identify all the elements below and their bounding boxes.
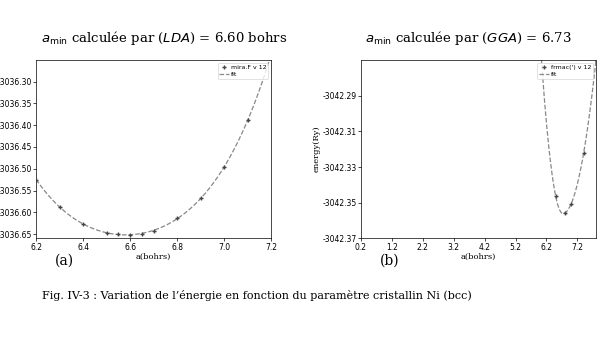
mira.F v 12 [138,231,146,236]
fit [122,233,129,237]
mira.F v 12 [56,204,63,209]
fit [181,211,188,216]
mira.F v 12 [268,51,275,55]
Legend: mira.F v 12, fit: mira.F v 12, fit [217,63,268,79]
frmac(') v 12 [562,211,569,215]
mira.F v 12 [103,231,110,235]
fit [203,190,210,194]
frmac(') v 12 [568,202,575,206]
mira.F v 12 [221,165,228,169]
fit [126,233,134,237]
mira.F v 12 [150,229,157,233]
frmac(') v 12 [552,194,559,199]
fit [559,211,566,216]
Line: fit: fit [36,54,272,235]
Y-axis label: energy(Ry): energy(Ry) [313,126,321,172]
Line: mira.F v 12: mira.F v 12 [34,51,274,237]
Text: $a_{\rm min}$ calculée par ($\mathit{LDA}$) = 6.60 bohrs: $a_{\rm min}$ calculée par ($\mathit{LDA… [41,29,287,47]
fit [61,209,68,213]
Text: $a_{\rm min}$ calculée par ($\mathit{GGA}$) = 6.73: $a_{\rm min}$ calculée par ($\mathit{GGA… [365,29,573,47]
X-axis label: a(bohrs): a(bohrs) [136,253,172,261]
fit [204,188,211,193]
Text: Fig. IV-3 : Variation de l’énergie en fonction du paramètre cristallin Ni (bcc): Fig. IV-3 : Variation de l’énergie en fo… [42,290,471,301]
frmac(') v 12 [592,58,600,62]
fit [587,102,594,107]
Line: fit: fit [361,0,596,213]
frmac(') v 12 [580,151,587,156]
fit [550,182,557,186]
mira.F v 12 [126,232,134,237]
X-axis label: a(bohrs): a(bohrs) [461,253,496,261]
Text: (b): (b) [380,254,399,268]
fit [592,58,600,62]
mira.F v 12 [33,177,40,182]
mira.F v 12 [244,118,252,123]
mira.F v 12 [173,216,181,221]
mira.F v 12 [115,232,122,236]
Legend: frmac(') v 12, fit: frmac(') v 12, fit [538,63,593,79]
frmac(') v 12 [536,40,544,44]
fit [109,232,116,236]
fit [33,177,40,182]
mira.F v 12 [79,222,87,227]
Text: (a): (a) [55,254,74,268]
fit [268,51,275,56]
Line: frmac(') v 12: frmac(') v 12 [364,0,598,215]
mira.F v 12 [197,196,205,200]
